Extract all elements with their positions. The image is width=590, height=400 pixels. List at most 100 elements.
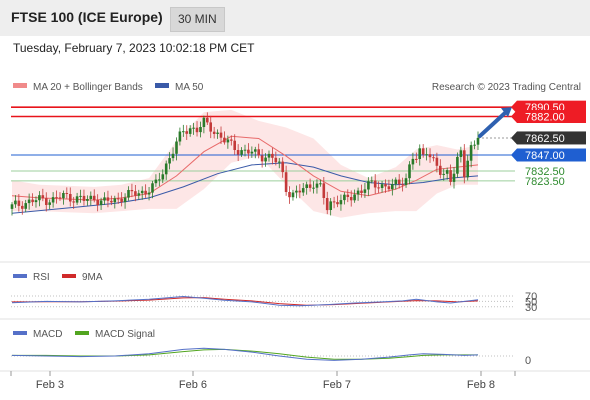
rsi-level-label: 50 <box>525 296 537 308</box>
credit-text: Research © 2023 Trading Central <box>432 82 581 93</box>
macd-signal-legend-swatch <box>75 331 89 335</box>
candle-body <box>418 148 421 159</box>
candle-body <box>363 189 367 193</box>
candle-body <box>17 200 21 206</box>
candle-body <box>401 184 404 186</box>
candle-body <box>397 179 401 185</box>
macd-signal-legend-label: MACD Signal <box>95 329 155 340</box>
candle-body <box>356 190 360 195</box>
candle-body <box>182 131 185 133</box>
candle-body <box>466 160 469 178</box>
candle-body <box>110 200 113 203</box>
candle-body <box>72 201 75 203</box>
candle-body <box>449 170 452 182</box>
candle-body <box>209 122 212 132</box>
candle-body <box>58 197 62 199</box>
candle-body <box>96 200 99 205</box>
candle-body <box>236 150 240 155</box>
candle-body <box>271 153 274 158</box>
candle-body <box>10 204 14 209</box>
candle-body <box>346 194 350 197</box>
candle-body <box>103 197 106 201</box>
rsi-ma-legend-label: 9MA <box>82 272 103 283</box>
timeframe-badge[interactable]: 30 MIN <box>170 7 225 32</box>
candle-body <box>278 161 281 163</box>
candle-body <box>343 194 346 201</box>
candle-body <box>123 197 127 203</box>
candle-body <box>370 180 374 182</box>
macd-legend-label: MACD <box>33 329 62 340</box>
candle-body <box>387 186 391 190</box>
candle-body <box>469 145 473 161</box>
candle-body <box>445 170 449 174</box>
candle-body <box>432 157 435 159</box>
candle-body <box>373 180 377 188</box>
candle-body <box>212 131 216 134</box>
candle-body <box>384 184 387 187</box>
macd-indicator: 0 <box>11 347 531 367</box>
candle-body <box>151 183 154 193</box>
macd-legend-swatch <box>13 331 27 335</box>
projection-arrow-head <box>501 107 512 118</box>
candle-body <box>301 188 305 193</box>
price-tag-box <box>517 110 586 123</box>
candle-body <box>267 153 271 158</box>
candle-body <box>319 183 322 185</box>
macd-level-label: 0 <box>525 355 531 367</box>
candle-body <box>38 195 41 201</box>
candle-body <box>92 195 96 200</box>
candle-body <box>476 137 480 145</box>
candle-body <box>158 179 161 181</box>
candle-body <box>260 155 264 162</box>
candle-body <box>154 179 158 184</box>
candle-body <box>439 165 442 175</box>
candle-body <box>86 199 89 201</box>
candle-body <box>394 179 398 185</box>
rsi-ma-legend-swatch <box>62 274 76 278</box>
candle-body <box>130 190 134 192</box>
candle-body <box>69 194 72 202</box>
candle-body <box>192 127 195 129</box>
candle-body <box>421 148 425 155</box>
candle-body <box>55 197 58 199</box>
candle-body <box>367 181 370 190</box>
price-tag-box <box>517 131 586 145</box>
candle-body <box>178 131 182 142</box>
candle-body <box>415 158 418 160</box>
ma20-legend-label: MA 20 + Bollinger Bands <box>33 82 143 93</box>
candle-body <box>456 156 459 174</box>
rsi-legend-swatch <box>13 274 27 278</box>
price-tag-pointer <box>511 131 517 145</box>
candle-body <box>322 183 326 198</box>
price-level-tags: 7890.507882.007862.507847.007832.507823.… <box>511 100 586 188</box>
bollinger-band-area <box>12 109 478 218</box>
candle-body <box>339 200 343 205</box>
candle-body <box>106 197 110 201</box>
price-tag-box <box>517 148 586 162</box>
candle-body <box>230 139 233 141</box>
candle-body <box>137 193 141 196</box>
candle-body <box>473 144 476 146</box>
candle-body <box>281 161 284 173</box>
candle-body <box>452 173 456 182</box>
candle-body <box>295 190 298 193</box>
candle-body <box>264 157 267 162</box>
candle-body <box>442 173 445 175</box>
candlestick-series <box>10 112 480 216</box>
candle-body <box>288 192 291 198</box>
candle-body <box>41 195 45 199</box>
candle-body <box>219 132 223 138</box>
candle-body <box>171 153 175 159</box>
rsi-legend-label: RSI <box>33 272 50 283</box>
candle-body <box>48 202 51 205</box>
candle-body <box>240 150 243 155</box>
candle-body <box>353 194 356 201</box>
chart-timestamp: Tuesday, February 7, 2023 10:02:18 PM CE… <box>13 41 255 55</box>
price-tag-last: 7862.50 <box>525 133 565 145</box>
price-tag-support: 7832.50 <box>525 166 565 178</box>
candle-body <box>14 200 17 205</box>
ma50-legend-swatch <box>155 83 169 88</box>
candle-body <box>120 198 123 203</box>
